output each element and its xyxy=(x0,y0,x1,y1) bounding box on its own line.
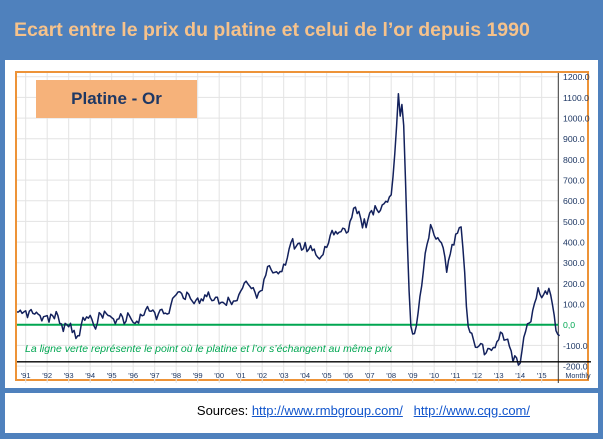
svg-text:600.0: 600.0 xyxy=(563,196,585,206)
svg-text:700.0: 700.0 xyxy=(563,176,585,186)
svg-text:'11: '11 xyxy=(451,371,460,380)
svg-text:'99: '99 xyxy=(193,371,203,380)
svg-text:'09: '09 xyxy=(408,371,418,380)
svg-text:'96: '96 xyxy=(128,371,138,380)
svg-text:'91: '91 xyxy=(21,371,31,380)
svg-text:'08: '08 xyxy=(386,371,396,380)
svg-text:-100.0: -100.0 xyxy=(563,341,588,351)
svg-text:1100.0: 1100.0 xyxy=(563,93,589,103)
svg-text:'13: '13 xyxy=(494,371,504,380)
svg-text:'12: '12 xyxy=(472,371,482,380)
svg-text:'04: '04 xyxy=(300,371,310,380)
svg-text:Monthly: Monthly xyxy=(565,371,591,380)
svg-text:'07: '07 xyxy=(365,371,375,380)
svg-text:'06: '06 xyxy=(343,371,353,380)
svg-text:'93: '93 xyxy=(64,371,74,380)
svg-text:900.0: 900.0 xyxy=(563,134,585,144)
svg-text:'14: '14 xyxy=(515,371,525,380)
svg-text:300.0: 300.0 xyxy=(563,258,585,268)
svg-text:500.0: 500.0 xyxy=(563,217,585,227)
svg-text:'15: '15 xyxy=(537,371,547,380)
svg-text:'95: '95 xyxy=(107,371,117,380)
svg-text:'94: '94 xyxy=(85,371,95,380)
svg-text:1200.0: 1200.0 xyxy=(563,73,590,82)
svg-text:400.0: 400.0 xyxy=(563,238,585,248)
svg-text:'03: '03 xyxy=(279,371,289,380)
svg-text:200.0: 200.0 xyxy=(563,279,585,289)
svg-text:'10: '10 xyxy=(429,371,439,380)
svg-text:'92: '92 xyxy=(42,371,52,380)
svg-text:'01: '01 xyxy=(236,371,246,380)
svg-text:1000.0: 1000.0 xyxy=(563,114,590,124)
svg-text:'02: '02 xyxy=(257,371,267,380)
svg-text:'00: '00 xyxy=(214,371,224,380)
svg-text:'05: '05 xyxy=(322,371,332,380)
svg-text:0,0: 0,0 xyxy=(563,320,575,330)
svg-text:'98: '98 xyxy=(171,371,181,380)
svg-text:800.0: 800.0 xyxy=(563,155,585,165)
svg-text:100.0: 100.0 xyxy=(563,300,585,310)
svg-text:'97: '97 xyxy=(150,371,160,380)
